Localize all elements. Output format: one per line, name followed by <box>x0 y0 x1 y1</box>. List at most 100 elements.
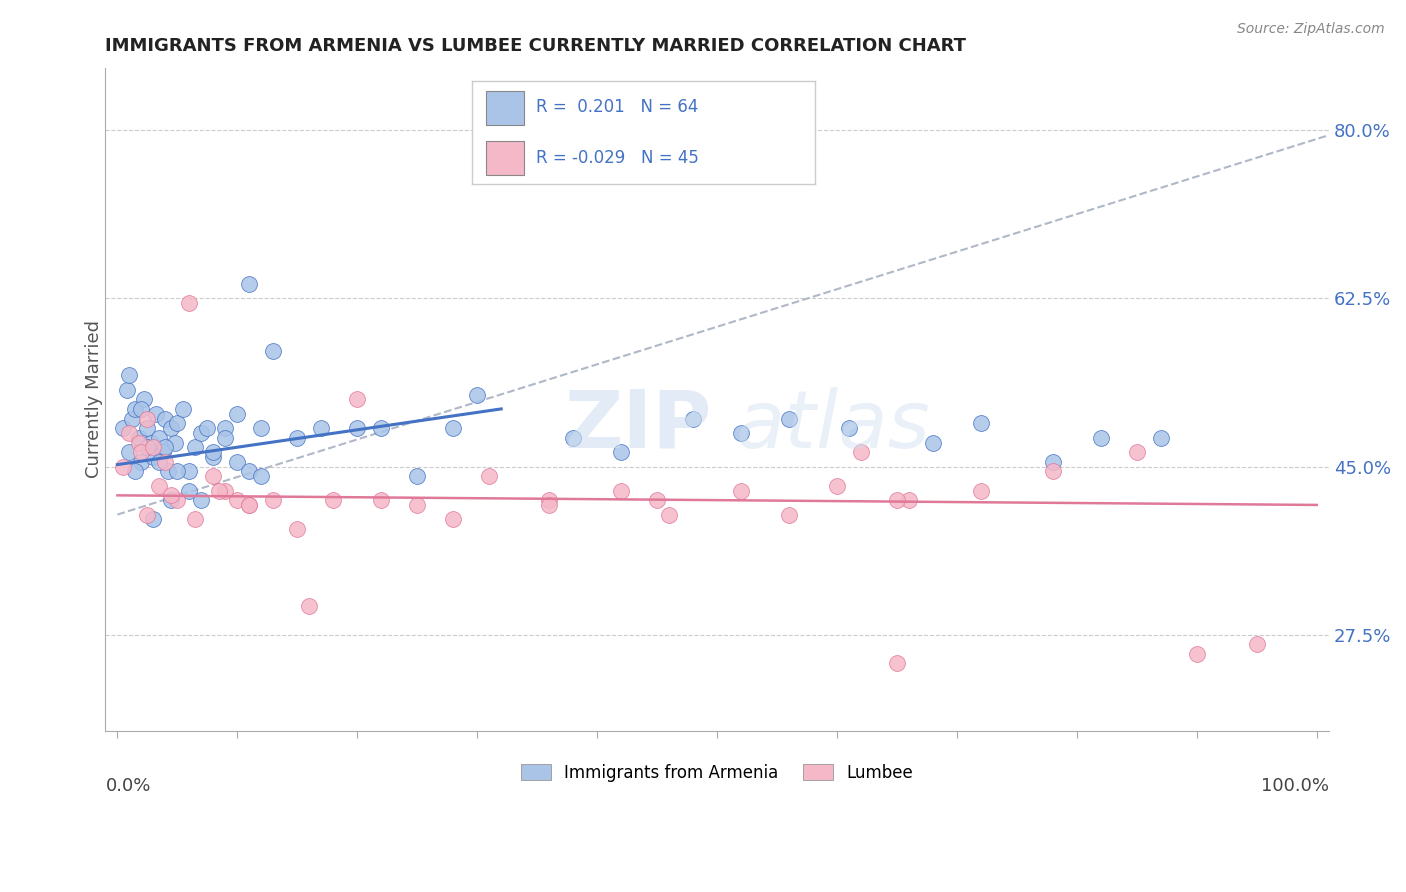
Point <box>226 493 249 508</box>
Point <box>238 498 260 512</box>
Text: IMMIGRANTS FROM ARMENIA VS LUMBEE CURRENTLY MARRIED CORRELATION CHART: IMMIGRANTS FROM ARMENIA VS LUMBEE CURREN… <box>105 37 966 55</box>
Point <box>148 455 170 469</box>
Point <box>562 431 585 445</box>
Point <box>160 493 183 508</box>
Point <box>172 401 194 416</box>
Point <box>886 657 908 671</box>
Point <box>128 435 150 450</box>
Point <box>202 445 225 459</box>
Point <box>441 512 464 526</box>
Point <box>148 431 170 445</box>
Point <box>311 421 333 435</box>
Point <box>131 455 153 469</box>
Point <box>346 421 368 435</box>
Point <box>238 498 260 512</box>
Point <box>131 445 153 459</box>
Point <box>238 277 260 291</box>
Point <box>406 469 429 483</box>
Point <box>730 425 752 440</box>
Point <box>190 493 212 508</box>
Point <box>156 464 179 478</box>
Point <box>179 483 201 498</box>
Point <box>370 421 392 435</box>
Point <box>139 435 162 450</box>
Point <box>118 425 141 440</box>
Point <box>898 493 921 508</box>
Point <box>1042 455 1064 469</box>
Point <box>155 455 177 469</box>
Point <box>142 440 165 454</box>
Point <box>441 421 464 435</box>
Point <box>645 493 668 508</box>
Point <box>214 421 236 435</box>
Point <box>1150 431 1173 445</box>
Point <box>1246 637 1268 651</box>
Point <box>1090 431 1112 445</box>
Point <box>166 417 188 431</box>
Point <box>214 431 236 445</box>
Point <box>124 401 146 416</box>
Point <box>730 483 752 498</box>
Point <box>112 459 135 474</box>
Point <box>1185 647 1208 661</box>
Point <box>238 464 260 478</box>
Point <box>136 411 159 425</box>
Point <box>179 464 201 478</box>
Text: Source: ZipAtlas.com: Source: ZipAtlas.com <box>1237 22 1385 37</box>
Point <box>226 455 249 469</box>
Point <box>202 450 225 464</box>
Point <box>184 512 207 526</box>
Point <box>166 493 188 508</box>
Point <box>118 368 141 383</box>
Point <box>250 421 273 435</box>
Point <box>136 508 159 522</box>
Point <box>208 483 231 498</box>
Point <box>682 411 704 425</box>
Point <box>1042 464 1064 478</box>
Point <box>970 483 993 498</box>
Point <box>131 401 153 416</box>
Point <box>155 411 177 425</box>
Point <box>370 493 392 508</box>
Point <box>298 599 321 613</box>
Point <box>778 508 800 522</box>
Point <box>184 440 207 454</box>
Point <box>145 407 167 421</box>
Point <box>118 445 141 459</box>
Point <box>538 498 561 512</box>
Point <box>849 445 872 459</box>
Point <box>406 498 429 512</box>
Point <box>226 407 249 421</box>
Point <box>160 488 183 502</box>
Point <box>538 493 561 508</box>
Point <box>285 522 308 536</box>
Text: ZIP: ZIP <box>564 387 711 465</box>
Text: atlas: atlas <box>735 387 931 465</box>
Point <box>825 479 848 493</box>
Point <box>128 431 150 445</box>
Point <box>610 445 633 459</box>
Point <box>115 383 138 397</box>
Point <box>658 508 681 522</box>
Point <box>322 493 344 508</box>
Point <box>346 392 368 407</box>
Point <box>132 392 155 407</box>
Point <box>250 469 273 483</box>
Point <box>262 493 284 508</box>
Point <box>478 469 501 483</box>
Text: 0.0%: 0.0% <box>105 777 150 795</box>
Point <box>160 421 183 435</box>
Point <box>970 417 993 431</box>
Point <box>922 435 945 450</box>
Point <box>465 387 488 401</box>
Point <box>778 411 800 425</box>
Point <box>610 483 633 498</box>
Y-axis label: Currently Married: Currently Married <box>86 320 103 478</box>
Point <box>285 431 308 445</box>
Point <box>152 445 174 459</box>
Text: 100.0%: 100.0% <box>1261 777 1329 795</box>
Point <box>166 464 188 478</box>
Point <box>179 296 201 310</box>
Legend: Immigrants from Armenia, Lumbee: Immigrants from Armenia, Lumbee <box>515 757 920 789</box>
Point <box>142 450 165 464</box>
